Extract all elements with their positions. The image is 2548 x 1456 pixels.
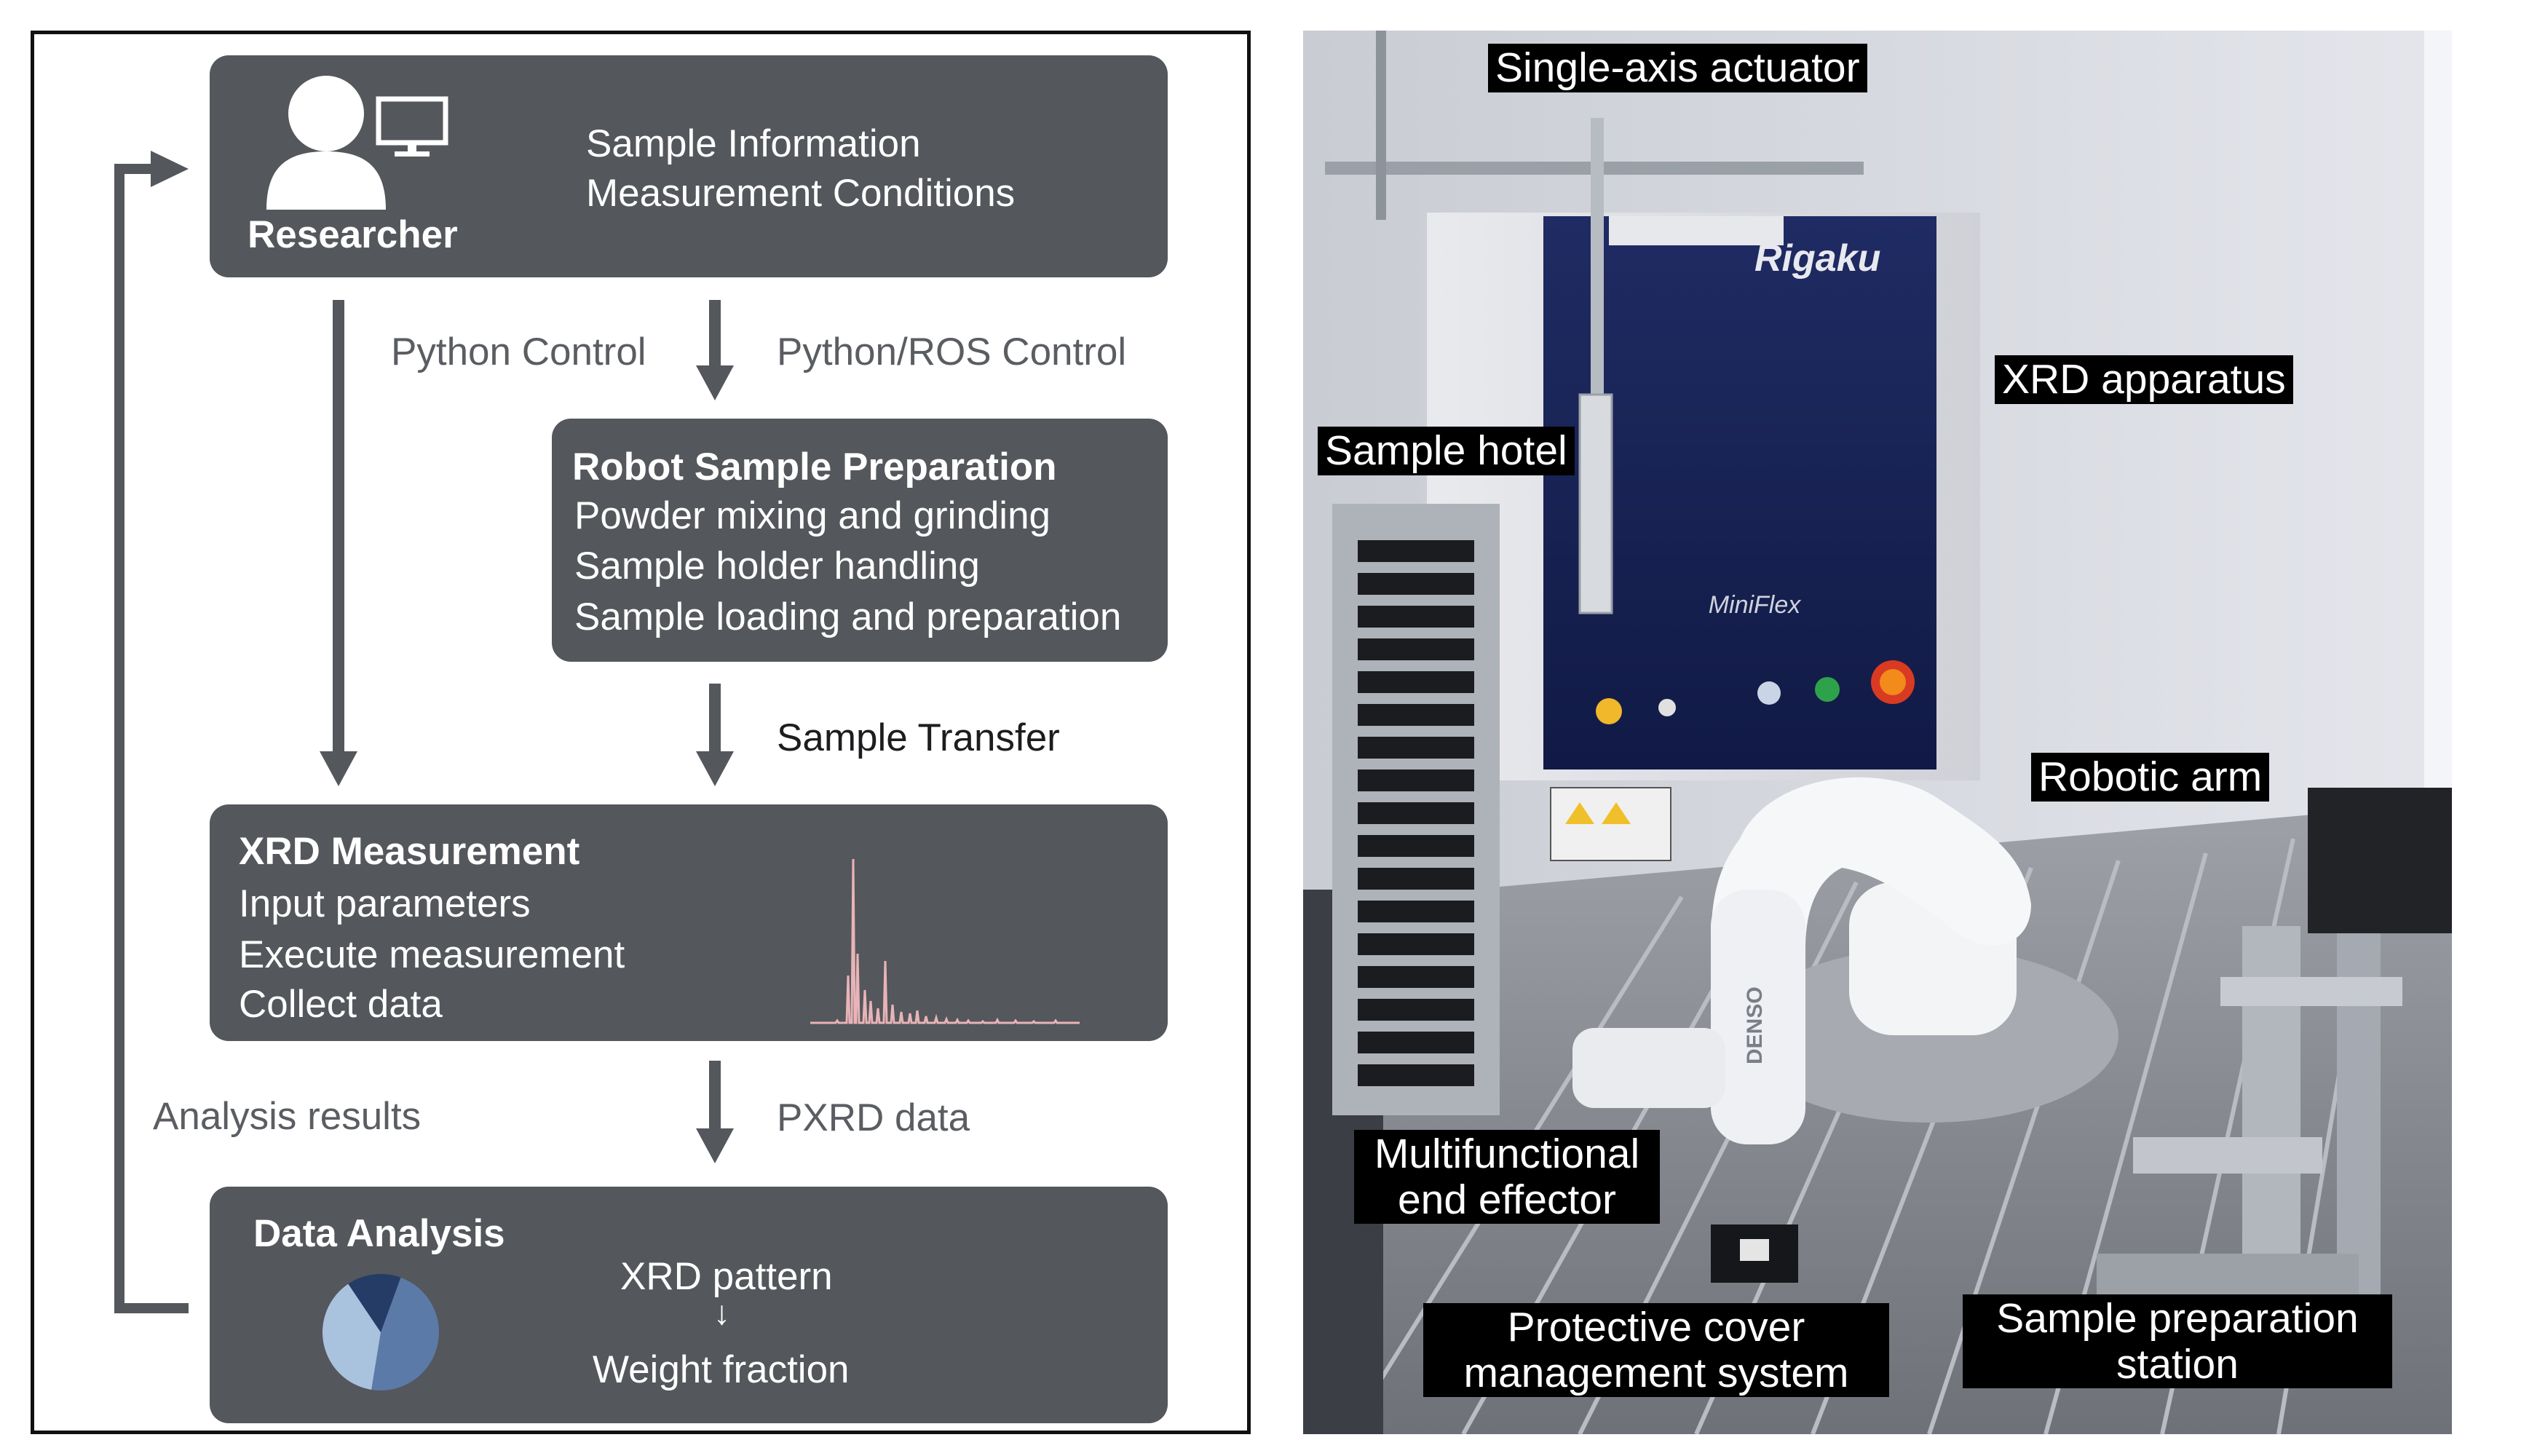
xrd-pattern-graphic (810, 858, 1080, 1024)
data-analysis-title: Data Analysis (253, 1212, 505, 1255)
xrd-measurement-item: Collect data (239, 983, 443, 1026)
analysis-results-label: Analysis results (153, 1095, 422, 1138)
protective-cover-label: Protective cover management system (1423, 1303, 1889, 1398)
end-effector-label: Multifunctional end effector (1354, 1130, 1660, 1224)
measurement-conditions-text: Measurement Conditions (586, 172, 1016, 215)
robot-prep-item: Sample holder handling (574, 545, 980, 587)
pie-slice (348, 1274, 401, 1332)
pie-chart-icon (323, 1274, 439, 1390)
protective-cover-line1: Protective cover (1507, 1304, 1805, 1350)
sample-prep-station-line2: station (2116, 1340, 2239, 1388)
miniflex-logo: MiniFlex (1709, 591, 1802, 619)
robot-prep-item: Sample loading and preparation (574, 596, 1122, 638)
down-arrow-icon: ↓ (713, 1294, 730, 1332)
robot-lab-photo: Rigaku MiniFlex (1303, 31, 2452, 1434)
xrd-measurement-item: Input parameters (239, 882, 531, 925)
python-control-label: Python Control (391, 331, 646, 373)
robotic-arm-label: Robotic arm (2031, 753, 2270, 802)
protective-cover-line2: management system (1463, 1349, 1849, 1396)
data-analysis-box: Data Analysis XRD pattern ↓ Weight fract… (210, 1187, 1168, 1423)
sample-transfer-label: Sample Transfer (777, 716, 1060, 759)
monitor-icon (376, 96, 448, 157)
sample-prep-station-line1: Sample preparation (1996, 1295, 2359, 1342)
sample-hotel-label: Sample hotel (1318, 427, 1575, 475)
xrd-measurement-title: XRD Measurement (239, 830, 580, 873)
workflow-panel: Researcher Sample Information Measuremen… (31, 31, 1251, 1434)
rigaku-logo: Rigaku (1754, 237, 1880, 280)
xrd-apparatus-label: XRD apparatus (1995, 355, 2293, 404)
end-effector-line2: end effector (1397, 1176, 1616, 1223)
single-axis-actuator-label: Single-axis actuator (1488, 44, 1867, 92)
weight-fraction-text: Weight fraction (593, 1348, 850, 1391)
researcher-label: Researcher (248, 213, 458, 256)
robot-prep-item: Powder mixing and grinding (574, 494, 1051, 537)
xrd-measurement-item: Execute measurement (239, 933, 625, 976)
xrd-measurement-box: XRD Measurement Input parameters Execute… (210, 804, 1168, 1041)
person-icon (266, 76, 386, 210)
pie-slice (323, 1283, 381, 1390)
sample-preparation-station-label: Sample preparation station (1963, 1294, 2392, 1389)
robot-sample-preparation-box: Robot Sample Preparation Powder mixing a… (552, 419, 1168, 662)
workflow-arrows (114, 151, 734, 1313)
robot-prep-title: Robot Sample Preparation (572, 446, 1057, 488)
end-effector-line1: Multifunctional (1374, 1131, 1640, 1177)
pie-slice (371, 1277, 439, 1390)
researcher-box: Researcher Sample Information Measuremen… (210, 55, 1168, 277)
python-ros-control-label: Python/ROS Control (777, 331, 1127, 373)
lab-scene-illustration: Rigaku MiniFlex (1303, 31, 2452, 1434)
sample-information-text: Sample Information (586, 122, 921, 165)
xrd-pattern-text: XRD pattern (620, 1255, 833, 1298)
denso-logo: DENSO (1743, 986, 1767, 1064)
pxrd-data-label: PXRD data (777, 1096, 970, 1139)
